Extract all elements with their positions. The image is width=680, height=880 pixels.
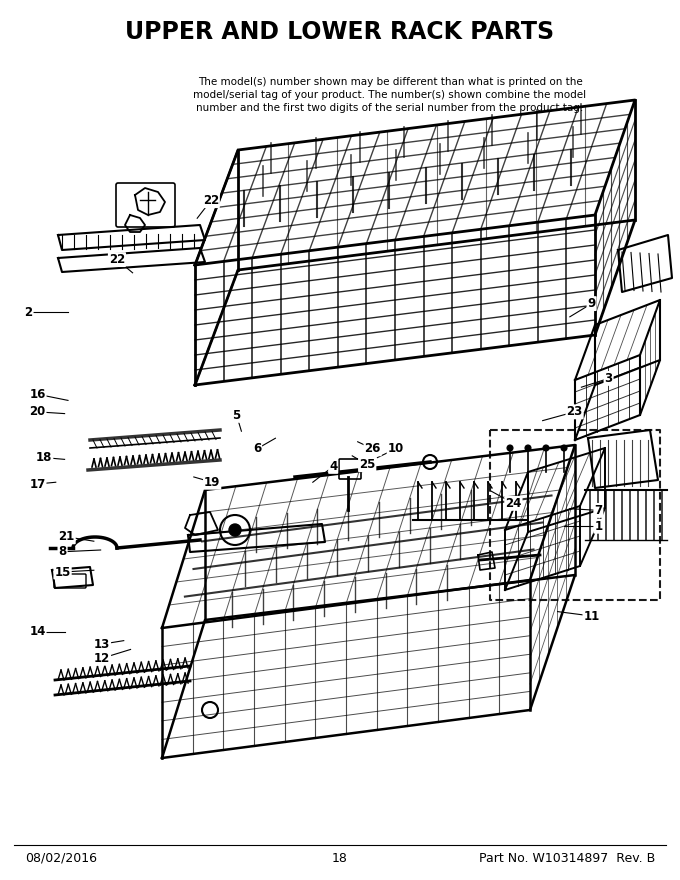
Text: 8: 8: [58, 546, 67, 558]
Text: 19: 19: [204, 476, 220, 488]
Circle shape: [202, 702, 218, 718]
Circle shape: [507, 445, 513, 451]
Text: The model(s) number shown may be different than what is printed on the: The model(s) number shown may be differe…: [198, 77, 582, 87]
Text: 2: 2: [24, 306, 33, 319]
Text: 16: 16: [29, 388, 46, 400]
Text: UPPER AND LOWER RACK PARTS: UPPER AND LOWER RACK PARTS: [125, 20, 555, 44]
FancyBboxPatch shape: [339, 459, 361, 479]
Text: Part No. W10314897  Rev. B: Part No. W10314897 Rev. B: [479, 852, 655, 864]
Circle shape: [561, 445, 567, 451]
Circle shape: [423, 455, 437, 469]
Text: model/serial tag of your product. The number(s) shown combine the model: model/serial tag of your product. The nu…: [193, 90, 587, 100]
Circle shape: [543, 445, 549, 451]
Text: 18: 18: [332, 852, 348, 864]
Text: 21: 21: [58, 531, 75, 543]
Text: 6: 6: [253, 443, 261, 455]
Text: 13: 13: [94, 638, 110, 650]
Text: 5: 5: [233, 409, 241, 422]
Text: 14: 14: [29, 626, 46, 638]
Text: 08/02/2016: 08/02/2016: [25, 852, 97, 864]
Circle shape: [229, 524, 241, 536]
Text: 20: 20: [29, 406, 46, 418]
Text: 25: 25: [359, 458, 375, 471]
Text: 7: 7: [594, 504, 602, 517]
Text: 1: 1: [594, 520, 602, 532]
FancyBboxPatch shape: [54, 574, 86, 588]
Text: 3: 3: [605, 372, 613, 385]
Circle shape: [525, 445, 531, 451]
Text: 12: 12: [94, 652, 110, 664]
Text: 22: 22: [203, 194, 219, 207]
Text: 15: 15: [54, 566, 71, 578]
Text: 26: 26: [364, 443, 381, 455]
Text: number and the first two digits of the serial number from the product tag.: number and the first two digits of the s…: [197, 103, 583, 113]
Text: 4: 4: [329, 460, 337, 473]
Text: 18: 18: [36, 451, 52, 464]
Text: 9: 9: [588, 297, 596, 310]
Text: 23: 23: [566, 406, 583, 418]
Text: 17: 17: [29, 478, 46, 490]
Circle shape: [220, 515, 250, 545]
FancyBboxPatch shape: [116, 183, 175, 227]
Text: 11: 11: [583, 610, 600, 622]
Text: 22: 22: [109, 253, 125, 266]
Text: 10: 10: [388, 443, 404, 455]
Text: 24: 24: [505, 497, 522, 510]
